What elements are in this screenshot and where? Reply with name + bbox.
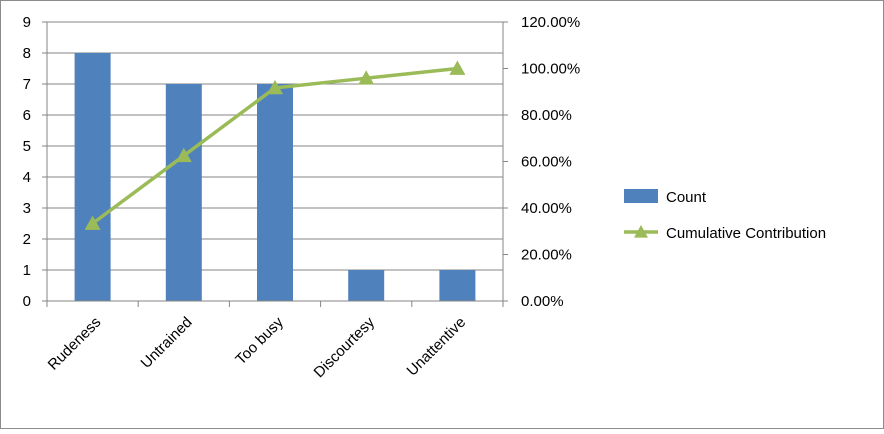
line-series (84, 60, 466, 230)
bar-unattentive (439, 270, 476, 301)
bar-too-busy (257, 84, 293, 301)
bar-discourtesy (348, 270, 385, 301)
legend: Count Cumulative Contribution (624, 189, 826, 242)
bar-untrained (165, 84, 202, 301)
right-tick-label: 60.00% (521, 154, 572, 171)
right-tick-label: 120.00% (521, 14, 580, 31)
left-tick-label: 5 (23, 138, 31, 155)
axes (42, 21, 508, 307)
cumulative-point-too-busy (267, 79, 283, 95)
cumulative-point-unattentive (449, 60, 466, 75)
left-tick-label: 3 (23, 200, 31, 217)
cumulative-point-rudeness (84, 215, 101, 230)
left-tick-label: 8 (23, 45, 31, 62)
legend-label-count: Count (666, 189, 707, 206)
left-tick-label: 7 (23, 76, 31, 93)
left-axis-ticks: 0 1 2 3 4 5 6 7 8 9 (23, 14, 31, 310)
right-tick-label: 80.00% (521, 107, 572, 124)
left-tick-label: 0 (23, 293, 31, 310)
left-tick-label: 9 (23, 14, 31, 31)
legend-label-cumulative: Cumulative Contribution (666, 225, 826, 242)
left-tick-label: 1 (23, 262, 31, 279)
legend-swatch-triangle (634, 225, 648, 238)
right-tick-label: 100.00% (521, 61, 580, 78)
left-tick-label: 2 (23, 231, 31, 248)
right-tick-label: 40.00% (521, 200, 572, 217)
cumulative-point-untrained (175, 147, 192, 163)
legend-swatch-count (624, 189, 658, 203)
bar-series (74, 53, 476, 301)
right-tick-label: 20.00% (521, 247, 572, 264)
right-axis-ticks: 0.00% 20.00% 40.00% 60.00% 80.00% 100.00% 120.… (521, 14, 580, 310)
right-tick-label: 0.00% (521, 293, 564, 310)
left-tick-label: 6 (23, 107, 31, 124)
left-tick-label: 4 (23, 169, 31, 186)
cumulative-point-discourtesy (358, 70, 375, 85)
bar-rudeness (74, 53, 111, 301)
